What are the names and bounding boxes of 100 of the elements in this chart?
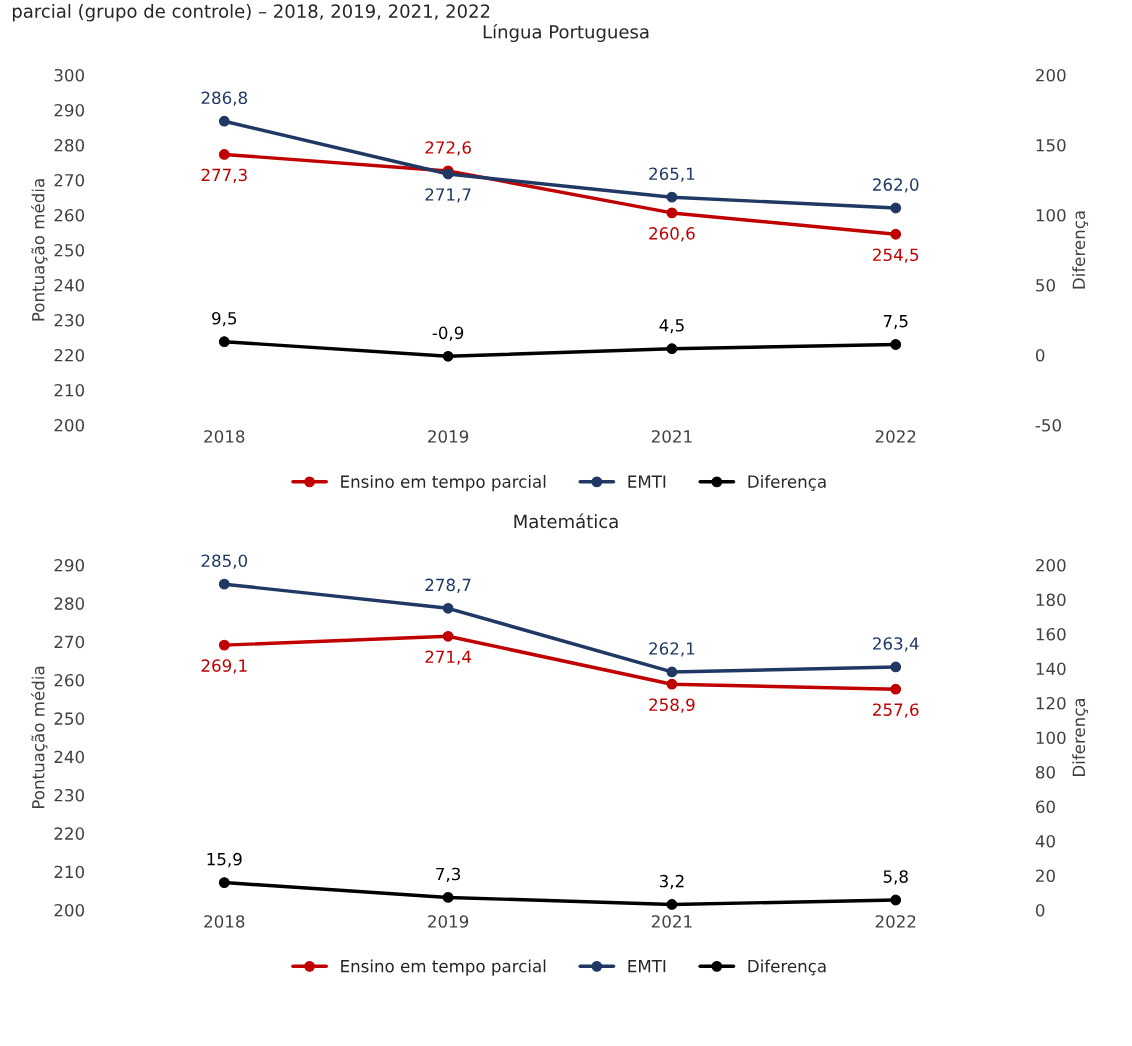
data-label: 277,3 — [201, 168, 247, 183]
y-tick-label: 250 — [54, 712, 85, 725]
y2-tick-label: 20 — [1036, 869, 1055, 883]
y2-tick-label: -50 — [1035, 418, 1061, 432]
legend-label: Diferença — [748, 475, 826, 491]
point — [666, 899, 678, 910]
data-label: 3,2 — [659, 874, 684, 890]
data-label: 7,5 — [883, 314, 908, 330]
y-axis-title: Pontuação média — [30, 666, 48, 809]
y2-tick-label: 200 — [1036, 68, 1066, 82]
text: parcial (grupo de controle) – 2018, 2019, 2021, 2022 — [12, 4, 490, 22]
y2-tick-label: 100 — [1036, 731, 1066, 745]
point — [442, 602, 454, 614]
point — [442, 892, 454, 903]
data-label: 271,7 — [425, 188, 471, 203]
y2-axis-title: Diferença — [1072, 211, 1089, 289]
y-tick-label: 230 — [54, 313, 85, 327]
y-tick-label: 260 — [54, 673, 85, 687]
x-tick-label: 2021 — [651, 915, 692, 928]
data-label: 258,9 — [649, 698, 695, 713]
y-tick-label: 300 — [54, 68, 85, 82]
legend-label: EMTI — [628, 475, 666, 488]
y-tick-label: 220 — [54, 348, 85, 362]
point — [218, 149, 230, 160]
y-tick-label: 210 — [54, 383, 85, 397]
data-label: 285,0 — [201, 554, 248, 569]
y-tick-label: 240 — [54, 278, 85, 292]
y-tick-label: 230 — [54, 788, 85, 802]
data-label: 278,7 — [425, 578, 471, 593]
point — [218, 578, 230, 590]
x-tick-label: 2018 — [204, 915, 245, 928]
chart-title: Língua Portuguesa — [483, 23, 649, 43]
x-tick-label: 2019 — [428, 430, 469, 443]
y-tick-label: 290 — [54, 558, 85, 572]
y2-tick-label: 60 — [1036, 800, 1055, 814]
x-tick-label: 2022 — [875, 915, 916, 928]
y-axis-title: Pontuação média — [30, 179, 48, 321]
y-tick-label: 280 — [54, 597, 85, 610]
data-label: 260,6 — [649, 227, 695, 242]
data-label: 5,8 — [883, 870, 908, 885]
y2-tick-label: 180 — [1036, 593, 1066, 607]
point — [890, 683, 902, 695]
data-label: 262,0 — [873, 178, 919, 193]
legend-label: Ensino em tempo parcial — [341, 475, 546, 492]
data-label: 15,9 — [207, 852, 242, 868]
y2-tick-label: 100 — [1036, 208, 1066, 222]
y-tick-label: 250 — [54, 243, 85, 257]
y2-tick-label: 50 — [1036, 278, 1055, 292]
data-label: 4,5 — [659, 319, 684, 334]
data-label: 265,1 — [649, 167, 695, 182]
y2-tick-label: 160 — [1036, 627, 1066, 641]
data-label: 272,6 — [425, 141, 471, 156]
point — [666, 191, 678, 203]
legend-label: Diferença — [748, 959, 826, 976]
data-label: -0,9 — [432, 326, 464, 341]
y2-axis-title: Diferença — [1072, 698, 1089, 776]
point — [666, 207, 678, 219]
data-label: 269,1 — [201, 659, 247, 674]
y-tick-label: 200 — [54, 418, 85, 432]
data-label: 9,5 — [212, 311, 237, 327]
y2-tick-label: 80 — [1035, 765, 1055, 779]
y-tick-label: 200 — [54, 903, 85, 917]
y2-tick-label: 120 — [1036, 696, 1066, 710]
data-label: 254,5 — [873, 248, 919, 263]
y-tick-label: 260 — [54, 208, 85, 222]
y-tick-label: 240 — [54, 750, 85, 764]
data-label: 263,4 — [873, 637, 919, 652]
y2-tick-label: 0 — [1035, 348, 1045, 362]
point — [442, 630, 454, 642]
y-tick-label: 270 — [54, 173, 85, 187]
y2-tick-label: 0 — [1035, 903, 1045, 917]
y-tick-label: 270 — [54, 635, 85, 649]
point — [890, 202, 902, 214]
x-tick-label: 2019 — [428, 915, 469, 928]
y2-tick-label: 40 — [1035, 834, 1055, 848]
data-label: 7,3 — [436, 867, 461, 882]
point — [890, 228, 902, 240]
data-label: 271,4 — [425, 650, 472, 665]
point — [218, 639, 230, 651]
point — [218, 877, 230, 888]
data-label: 257,6 — [873, 703, 919, 718]
y-tick-label: 280 — [54, 138, 85, 152]
y-tick-label: 220 — [54, 827, 85, 840]
x-tick-label: 2021 — [651, 430, 692, 443]
point — [218, 115, 230, 127]
y2-tick-label: 140 — [1036, 662, 1066, 676]
y-tick-label: 290 — [54, 103, 85, 117]
point — [890, 661, 902, 673]
data-label: 286,8 — [201, 91, 247, 106]
legend-label: Ensino em tempo parcial — [341, 959, 546, 976]
y2-tick-label: 200 — [1036, 558, 1066, 572]
legend-label: EMTI — [628, 960, 666, 973]
y-tick-label: 210 — [54, 865, 85, 879]
point — [890, 894, 902, 906]
data-label: 262,1 — [649, 642, 695, 657]
y2-tick-label: 150 — [1036, 138, 1066, 152]
x-tick-label: 2018 — [204, 430, 245, 443]
point — [666, 678, 678, 690]
point — [666, 666, 678, 678]
chart-title: Matemática — [514, 513, 618, 529]
